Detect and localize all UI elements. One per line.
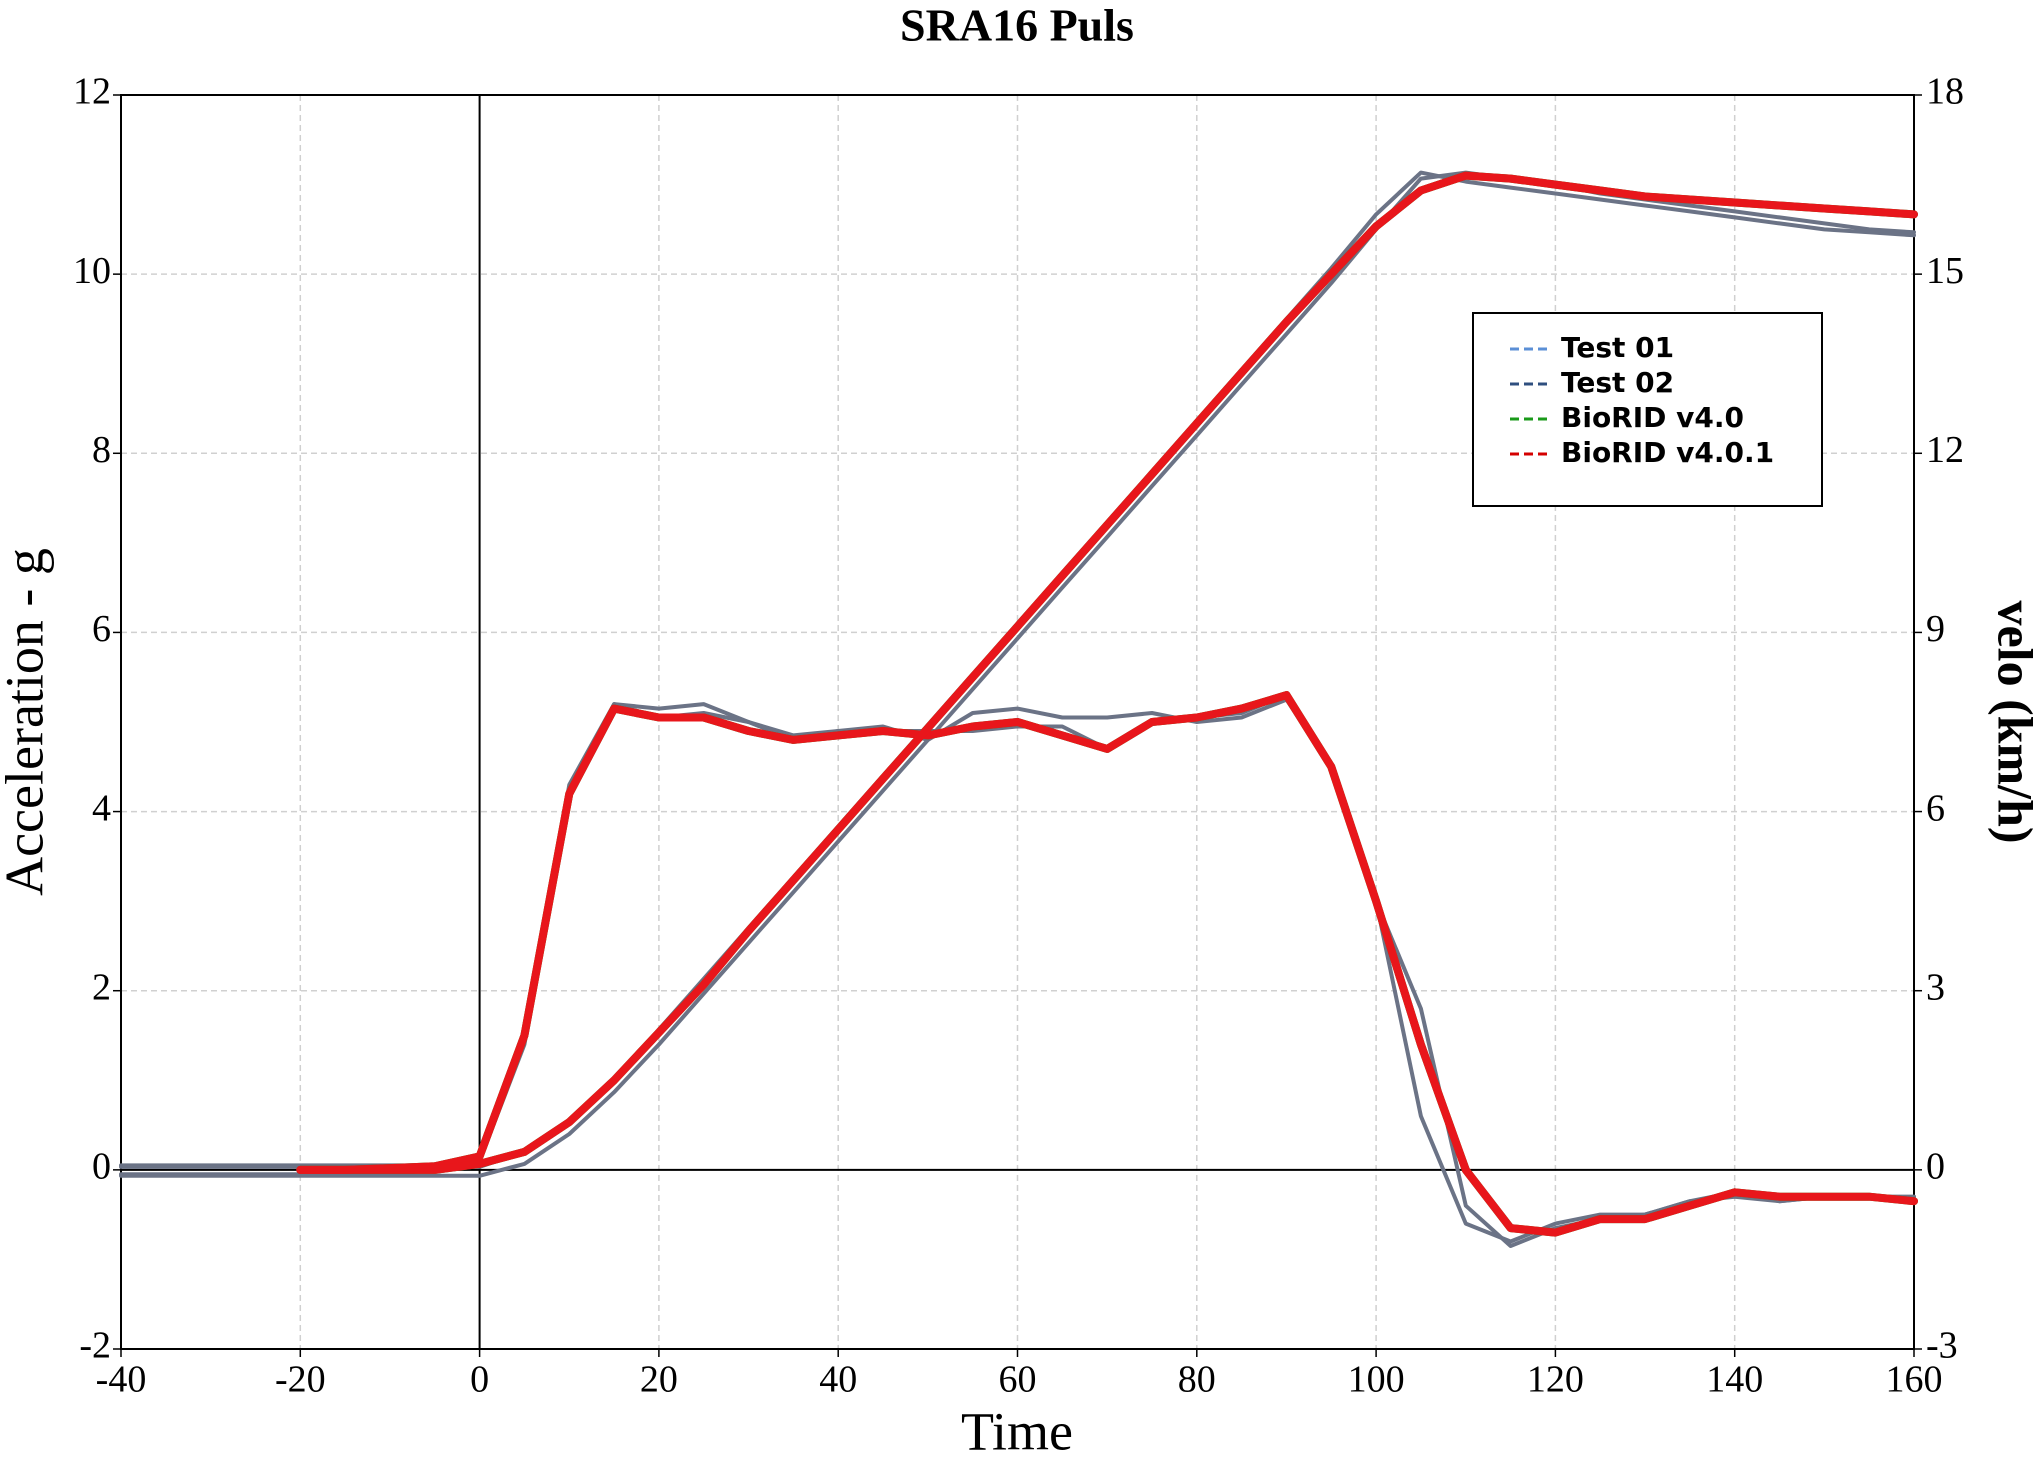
legend-label: Test 01 <box>1561 331 1674 364</box>
y2-tick-label: 3 <box>1926 966 1945 1008</box>
x-tick-label: 140 <box>1706 1359 1763 1401</box>
series-line <box>296 171 1918 1174</box>
y2-tick-label: 18 <box>1926 71 1964 113</box>
chart-title: SRA16 Puls <box>900 0 1134 51</box>
series-line <box>296 691 1918 1237</box>
x-tick-label: 40 <box>819 1359 857 1401</box>
y2-tick-label: 6 <box>1926 787 1945 829</box>
y2-tick-label: 15 <box>1926 250 1964 292</box>
x-tick-label: 0 <box>470 1359 489 1401</box>
x-tick-label: 20 <box>640 1359 678 1401</box>
y-tick-label: -2 <box>79 1325 111 1367</box>
plot-frame <box>120 94 1915 1350</box>
y2-tick-label: 9 <box>1926 608 1945 650</box>
y-tick-label: 0 <box>92 1146 111 1188</box>
y2-tick-label: 12 <box>1926 429 1964 471</box>
x-tick-label: -40 <box>96 1359 147 1401</box>
legend-label: Test 02 <box>1561 366 1674 399</box>
legend-label: BioRID v4.0 <box>1561 401 1744 434</box>
x-tick-label: -20 <box>275 1359 326 1401</box>
x-tick-label: 60 <box>999 1359 1037 1401</box>
y-tick-label: 4 <box>92 787 111 829</box>
y-tick-label: 2 <box>92 966 111 1008</box>
y-tick-label: 10 <box>73 250 111 292</box>
y-tick-label: 12 <box>73 71 111 113</box>
legend-label: BioRID v4.0.1 <box>1561 436 1774 469</box>
y-tick-label: 6 <box>92 608 111 650</box>
y2-axis-title: velo (km/h) <box>1988 600 2044 843</box>
x-tick-label: 100 <box>1348 1359 1405 1401</box>
legend-box <box>1472 312 1823 507</box>
x-tick-label: 80 <box>1178 1359 1216 1401</box>
x-tick-label: 120 <box>1527 1359 1584 1401</box>
y2-tick-label: -3 <box>1926 1325 1958 1367</box>
y-tick-label: 8 <box>92 429 111 471</box>
x-tick-label: 160 <box>1886 1359 1943 1401</box>
y2-tick-label: 0 <box>1926 1146 1945 1188</box>
x-axis-title: Time <box>961 1401 1073 1461</box>
y-axis-title: Acceleration - g <box>0 548 54 896</box>
